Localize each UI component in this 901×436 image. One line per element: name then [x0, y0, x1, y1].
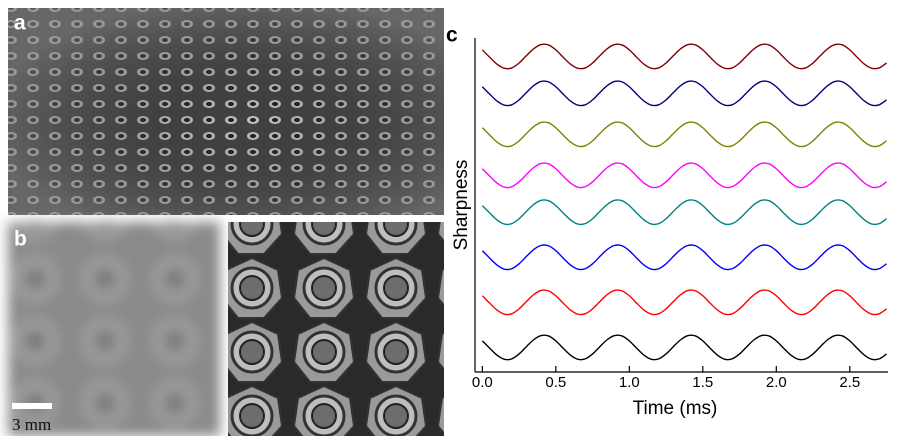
x-tick-label: 2.0 [766, 374, 787, 391]
line-series [481, 289, 887, 316]
photo-b-right [228, 222, 444, 436]
line-series [481, 162, 887, 189]
x-tick-label: 1.5 [692, 374, 713, 391]
scale-bar-label: 3 mm [12, 415, 51, 434]
photo-a-shade [8, 8, 444, 215]
x-axis-title: Time (ms) [633, 398, 718, 419]
scale-bar [12, 403, 52, 409]
x-tick-label: 2.5 [839, 374, 860, 391]
photo-b-left [8, 222, 220, 436]
x-tick-label: 0.5 [545, 374, 566, 391]
panel-label: a [14, 12, 26, 35]
x-tick-label: 0.0 [472, 374, 493, 391]
line-series [481, 43, 887, 70]
line-series [481, 334, 887, 361]
line-series [481, 244, 887, 271]
line-series [481, 80, 887, 107]
panel-label: c [446, 24, 458, 47]
line-series [481, 199, 887, 226]
y-axis-title: Sharpness [451, 160, 472, 251]
line-series [481, 121, 887, 148]
x-tick-label: 1.0 [619, 374, 640, 391]
panel-label: b [14, 228, 27, 251]
